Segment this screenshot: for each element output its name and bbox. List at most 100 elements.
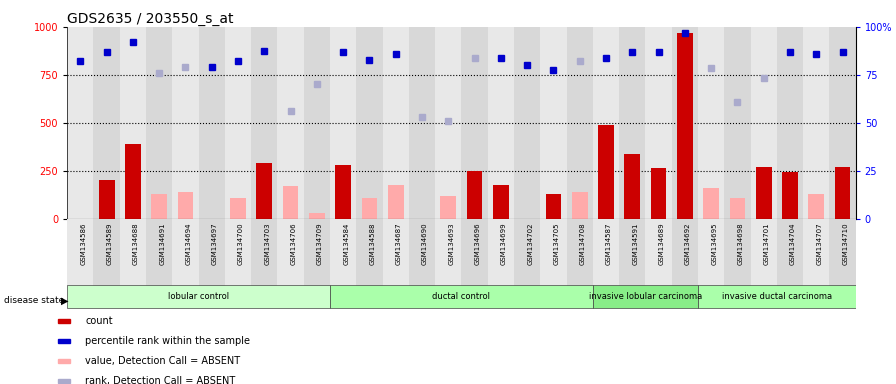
Text: GSM134688: GSM134688 [133, 222, 139, 265]
Bar [830, 27, 856, 219]
Text: GSM134705: GSM134705 [554, 222, 559, 265]
Bar [751, 219, 777, 286]
Bar [304, 219, 330, 286]
Bar [409, 27, 435, 219]
Bar [672, 219, 698, 286]
Bar [493, 185, 509, 219]
Bar [487, 219, 514, 286]
Text: GSM134702: GSM134702 [527, 222, 533, 265]
Bar [782, 172, 797, 219]
Text: GSM134706: GSM134706 [290, 222, 297, 265]
Bar [566, 219, 593, 286]
Bar [383, 219, 409, 286]
Bar [645, 219, 672, 286]
Bar [514, 219, 540, 286]
Text: GSM134708: GSM134708 [580, 222, 586, 265]
Bar [751, 27, 777, 219]
Text: GSM134584: GSM134584 [343, 222, 349, 265]
Text: GSM134588: GSM134588 [369, 222, 375, 265]
Bar [487, 27, 514, 219]
Bar [619, 219, 645, 286]
Text: GSM134690: GSM134690 [422, 222, 428, 265]
Bar [362, 198, 377, 219]
Bar [172, 27, 199, 219]
Bar [93, 219, 120, 286]
Text: ductal control: ductal control [433, 292, 490, 301]
Bar [461, 219, 487, 286]
Bar [58, 319, 71, 323]
Bar [835, 167, 850, 219]
Bar [566, 27, 593, 219]
Bar [540, 27, 566, 219]
Bar [409, 219, 435, 286]
Bar [120, 219, 146, 286]
Bar [593, 285, 698, 308]
Bar [146, 27, 172, 219]
Bar [724, 219, 751, 286]
Bar [467, 171, 482, 219]
Text: disease state: disease state [4, 296, 65, 305]
Bar [645, 27, 672, 219]
Bar [230, 198, 246, 219]
Text: ▶: ▶ [61, 295, 68, 305]
Bar [309, 213, 324, 219]
Bar [67, 285, 330, 308]
Bar [572, 192, 588, 219]
Text: invasive ductal carcinoma: invasive ductal carcinoma [722, 292, 831, 301]
Bar [330, 219, 357, 286]
Text: GSM134586: GSM134586 [81, 222, 86, 265]
Bar [304, 27, 330, 219]
Text: GSM134699: GSM134699 [501, 222, 507, 265]
Text: rank, Detection Call = ABSENT: rank, Detection Call = ABSENT [85, 376, 236, 384]
Bar [357, 219, 383, 286]
Text: GSM134694: GSM134694 [185, 222, 192, 265]
Bar [703, 188, 719, 219]
Bar [756, 167, 771, 219]
Text: count: count [85, 316, 113, 326]
Bar [625, 154, 640, 219]
Bar [251, 219, 278, 286]
Text: percentile rank within the sample: percentile rank within the sample [85, 336, 250, 346]
Bar [540, 219, 566, 286]
Bar [283, 186, 298, 219]
Bar [335, 165, 351, 219]
Bar [777, 219, 803, 286]
Bar [803, 219, 830, 286]
Bar [256, 163, 272, 219]
Bar [151, 194, 167, 219]
Text: GSM134697: GSM134697 [211, 222, 218, 265]
Bar [803, 27, 830, 219]
Bar [330, 285, 593, 308]
Text: GDS2635 / 203550_s_at: GDS2635 / 203550_s_at [67, 12, 234, 26]
Text: GSM134696: GSM134696 [475, 222, 480, 265]
Text: lobular control: lobular control [168, 292, 229, 301]
Text: GSM134704: GSM134704 [790, 222, 796, 265]
Text: GSM134703: GSM134703 [264, 222, 271, 265]
Bar [729, 198, 745, 219]
Bar [58, 339, 71, 343]
Text: GSM134591: GSM134591 [633, 222, 638, 265]
Bar [383, 27, 409, 219]
Bar [698, 285, 856, 308]
Bar [67, 219, 93, 286]
Bar [593, 219, 619, 286]
Bar [461, 27, 487, 219]
Bar [650, 168, 667, 219]
Text: GSM134701: GSM134701 [763, 222, 770, 265]
Text: GSM134692: GSM134692 [685, 222, 691, 265]
Text: GSM134700: GSM134700 [238, 222, 244, 265]
Bar [619, 27, 645, 219]
Bar [357, 27, 383, 219]
Bar [99, 180, 115, 219]
Text: GSM134587: GSM134587 [606, 222, 612, 265]
Text: GSM134693: GSM134693 [448, 222, 454, 265]
Bar [677, 33, 693, 219]
Bar [278, 27, 304, 219]
Text: GSM134709: GSM134709 [317, 222, 323, 265]
Bar [388, 185, 403, 219]
Text: GSM134710: GSM134710 [842, 222, 849, 265]
Bar [120, 27, 146, 219]
Bar [441, 196, 456, 219]
Bar [146, 219, 172, 286]
Bar [125, 144, 141, 219]
